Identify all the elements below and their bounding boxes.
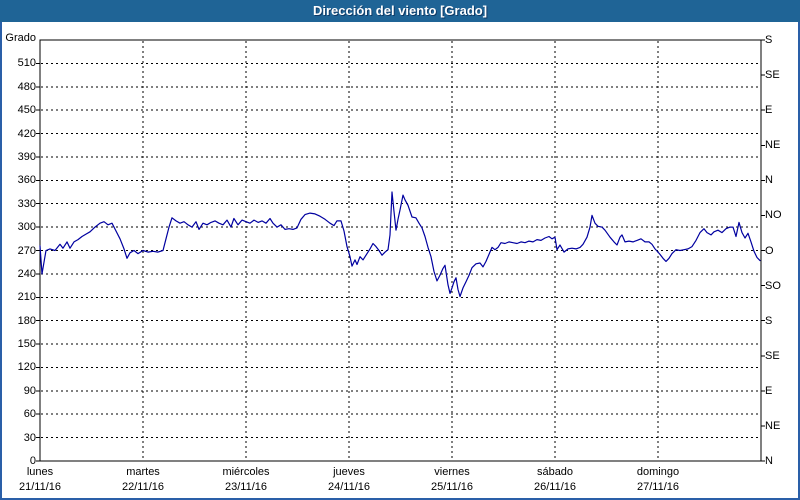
- compass-axis-label: S: [765, 34, 773, 46]
- compass-axis-label: SE: [765, 349, 780, 362]
- compass-axis-label: E: [765, 384, 773, 397]
- compass-axis-label: NO: [765, 209, 782, 222]
- x-axis-day-name: martes: [126, 466, 160, 478]
- compass-axis-label: S: [765, 314, 773, 327]
- x-axis-day-date: 26/11/16: [533, 481, 576, 493]
- y-axis-tick-label: 270: [17, 244, 36, 257]
- y-axis-unit-label: Grado: [5, 32, 36, 44]
- x-axis-day-date: 25/11/16: [430, 481, 473, 493]
- chart-title-bar: Dirección del viento [Grado]: [0, 0, 800, 22]
- y-axis-tick-label: 0: [29, 455, 36, 467]
- x-axis-day-date: 27/11/16: [636, 481, 679, 493]
- compass-axis-label: E: [765, 104, 773, 117]
- compass-axis-label: N: [765, 174, 773, 187]
- x-axis-day-name: lunes: [26, 466, 54, 478]
- x-axis-day-name: domingo: [636, 466, 680, 478]
- x-axis-day-date: 23/11/16: [224, 481, 267, 493]
- y-axis-tick-label: 480: [17, 80, 36, 93]
- y-axis-tick-label: 330: [17, 197, 36, 210]
- compass-axis-label: SE: [765, 69, 780, 82]
- compass-axis-label: N: [765, 455, 773, 467]
- y-axis-tick-label: 360: [17, 174, 36, 187]
- y-axis-tick-label: 390: [17, 150, 36, 163]
- y-axis-tick-label: 150: [17, 338, 36, 351]
- y-axis-tick-label: 210: [17, 291, 36, 304]
- x-axis-day-date: 24/11/16: [327, 481, 370, 493]
- x-axis-day-date: 22/11/16: [121, 481, 164, 493]
- x-axis-day-name: jueves: [333, 466, 365, 478]
- y-axis-tick-label: 30: [23, 431, 36, 444]
- y-axis-tick-label: 180: [17, 314, 36, 327]
- compass-axis-label: NE: [765, 139, 781, 152]
- wind-direction-series: [39, 191, 761, 298]
- compass-axis-label: O: [765, 244, 774, 257]
- x-axis-day-name: miércoles: [222, 466, 270, 478]
- y-axis-tick-label: 510: [17, 57, 36, 70]
- y-axis-tick-label: 60: [23, 408, 36, 421]
- compass-axis-label: SO: [765, 279, 781, 292]
- y-axis-tick-label: 90: [23, 384, 36, 397]
- compass-axis-label: NE: [765, 419, 781, 432]
- y-axis-tick-label: 420: [17, 127, 36, 140]
- y-axis-tick-label: 450: [17, 104, 36, 117]
- x-axis-day-date: 21/11/16: [18, 481, 61, 493]
- x-axis-day-name: viernes: [434, 466, 470, 478]
- y-axis-tick-label: 300: [17, 221, 36, 234]
- x-axis-day-name: sábado: [536, 466, 574, 478]
- chart-title: Dirección del viento [Grado]: [312, 3, 488, 18]
- y-axis-tick-label: 120: [17, 361, 36, 374]
- y-axis-tick-label: 240: [17, 267, 36, 280]
